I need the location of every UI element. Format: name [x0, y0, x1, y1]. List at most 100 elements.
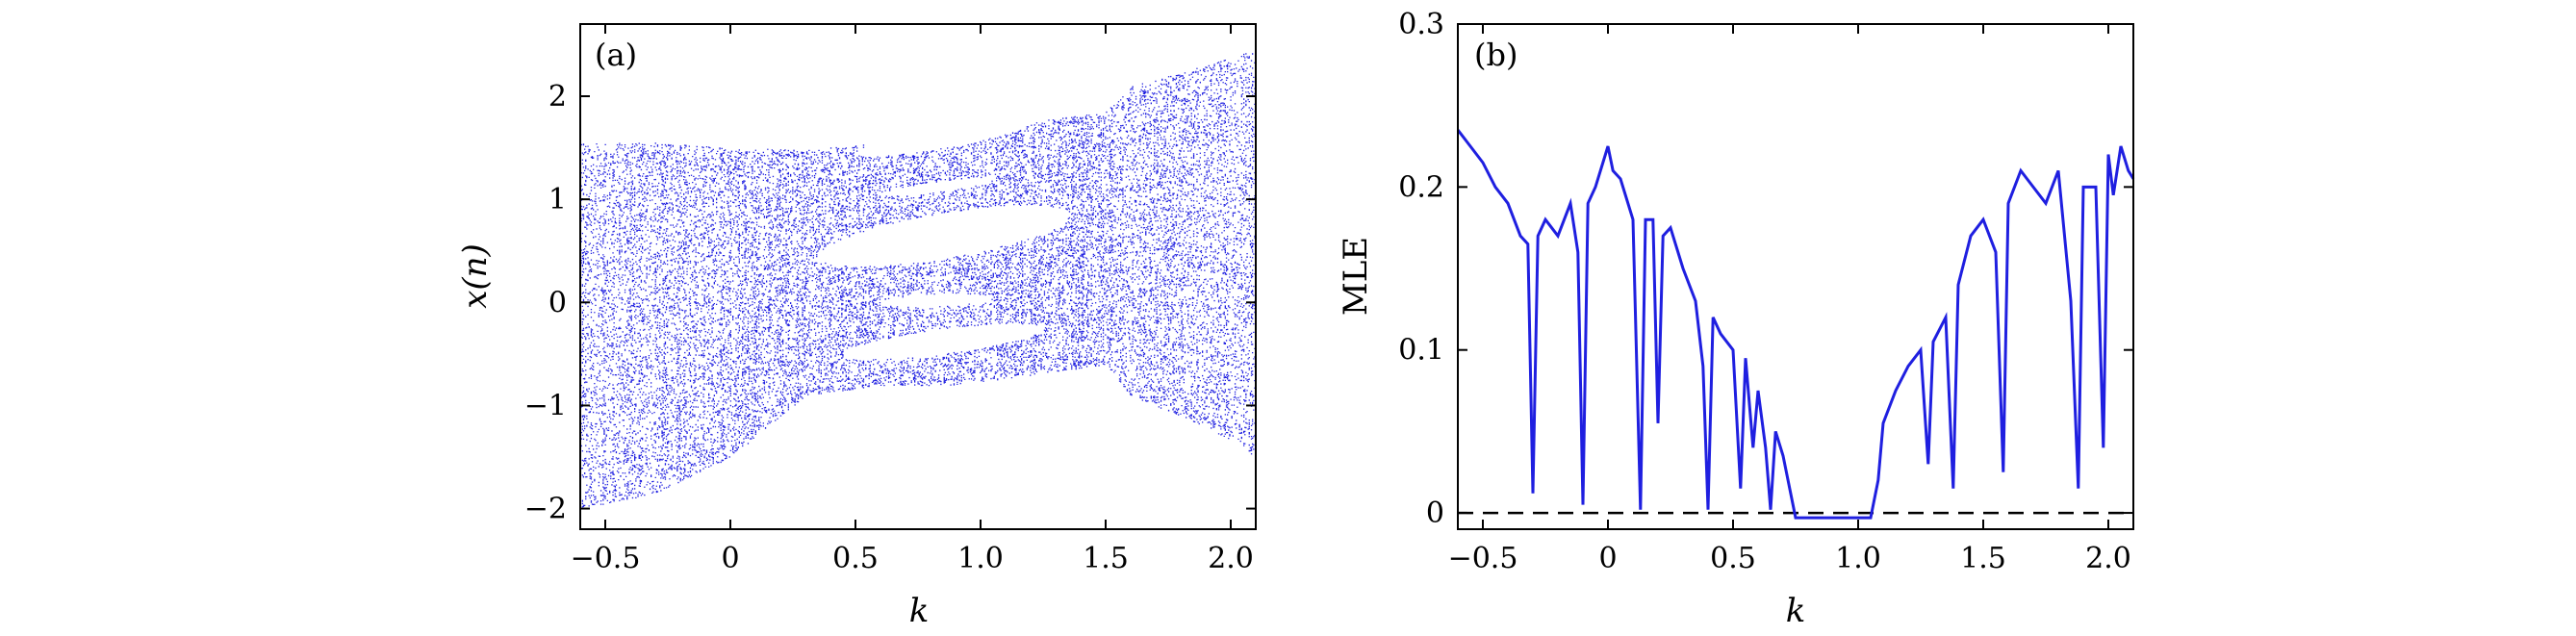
x-tick-label: 1.5 — [1960, 542, 2006, 575]
bifurcation-point-column — [733, 168, 735, 454]
bifurcation-point-column — [643, 148, 645, 472]
bifurcation-point-column — [1202, 92, 1204, 423]
bifurcation-point-column — [1033, 129, 1034, 373]
bifurcation-point-column — [741, 152, 743, 444]
bifurcation-point-column — [1048, 119, 1050, 370]
bifurcation-point-column — [818, 149, 820, 394]
bifurcation-point-column — [890, 159, 892, 383]
bifurcation-point-column — [1196, 67, 1198, 420]
bifurcation-point-column — [727, 151, 729, 443]
bifurcation-point-column — [996, 142, 998, 373]
bifurcation-point-column — [744, 157, 746, 430]
bifurcation-point-column — [1055, 121, 1057, 366]
bifurcation-point-column — [604, 143, 606, 499]
bifurcation-point-column — [916, 152, 918, 374]
bifurcation-point-column — [877, 156, 879, 383]
bifurcation-point-column — [689, 163, 692, 478]
mle-x-label: k — [1786, 592, 1806, 630]
bifurcation-point-column — [1241, 67, 1244, 388]
bifurcation-point-column — [1077, 119, 1080, 367]
mle-y-ticks: 0 0.1 0.2 0.3 — [1398, 8, 2133, 530]
bifurcation-point-column — [709, 147, 711, 461]
bifurcation-point-column — [719, 147, 721, 449]
bifurcation-point-column — [964, 166, 966, 380]
bifurcation-point-column — [838, 157, 841, 390]
bifurcation-point-column — [636, 144, 638, 478]
bifurcation-point-column — [1116, 104, 1118, 368]
bifurcation-point-column — [1114, 114, 1116, 371]
bifurcation-point-column — [1253, 76, 1255, 450]
bifurcation-point-column — [1050, 130, 1052, 371]
bifurcation-point-column — [802, 151, 803, 399]
bifurcation-point-column — [1216, 62, 1219, 419]
bifurcation-point-column — [762, 151, 764, 427]
bifurcation-point-column — [679, 145, 681, 482]
bifurcation-point-column — [764, 163, 767, 429]
bifurcation-point-column — [729, 152, 731, 451]
bifurcation-points — [580, 50, 1257, 508]
bifurcation-point-column — [1214, 104, 1216, 425]
bifurcation-point-column — [815, 161, 817, 390]
bifurcation-point-column — [1164, 79, 1166, 400]
bifurcation-point-column — [595, 177, 597, 499]
bifurcation-point-column — [614, 162, 616, 497]
bifurcation-point-column — [597, 146, 599, 502]
bifurcation-panel: −0.5 0 0.5 1.0 1.5 2.0 −2 −1 0 1 2 (a) k x(n) — [456, 23, 1257, 630]
bifurcation-point-column — [905, 155, 907, 382]
bifurcation-point-column — [732, 160, 734, 453]
bifurcation-point-column — [1229, 65, 1231, 437]
bifurcation-point-column — [631, 143, 634, 499]
bifurcation-point-column — [1043, 122, 1046, 370]
bifurcation-point-column — [629, 150, 631, 494]
bifurcation-point-column — [736, 168, 738, 451]
bifurcation-point-column — [717, 150, 719, 464]
bifurcation-point-column — [588, 148, 590, 507]
bifurcation-point-column — [1031, 124, 1033, 373]
bifurcation-point-column — [822, 151, 825, 383]
bifurcation-point-column — [1125, 114, 1127, 382]
bifurcation-point-column — [1096, 114, 1098, 365]
bifurcation-point-column — [1138, 136, 1140, 393]
bifurcation-point-column — [1149, 84, 1151, 391]
mle-frame — [1457, 23, 2134, 530]
bifurcation-point-column — [886, 157, 888, 372]
bifurcation-point-column — [748, 151, 751, 433]
bifurcation-point-column — [977, 144, 979, 366]
bifurcation-point-column — [1001, 140, 1003, 375]
x-tick-label: 1.5 — [1083, 542, 1129, 575]
bifurcation-point-column — [743, 154, 745, 443]
bifurcation-point-column — [747, 165, 750, 445]
bifurcation-point-column — [1102, 115, 1105, 365]
mle-y-label: MLE — [1337, 237, 1375, 316]
bifurcation-point-column — [1084, 132, 1085, 366]
bifurcation-point-column — [1038, 124, 1040, 367]
bifurcation-point-column — [960, 146, 962, 382]
bifurcation-point-column — [615, 149, 618, 497]
bifurcation-point-column — [826, 151, 828, 391]
bifurcation-point-column — [1046, 132, 1048, 358]
bifurcation-point-column — [972, 147, 974, 377]
x-tick-label: 0 — [721, 542, 739, 575]
bifurcation-point-column — [920, 155, 923, 387]
bifurcation-point-column — [833, 164, 835, 393]
bifurcation-point-column — [803, 152, 804, 377]
bifurcation-point-column — [1000, 137, 1002, 377]
bifurcation-point-column — [590, 156, 593, 503]
bifurcation-point-column — [1151, 92, 1154, 402]
bifurcation-point-column — [1109, 107, 1112, 371]
bifurcation-point-column — [1003, 141, 1006, 379]
bifurcation-point-column — [1030, 137, 1032, 376]
bifurcation-point-column — [1136, 103, 1138, 391]
bifurcation-point-column — [927, 152, 929, 374]
bifurcation-point-column — [997, 138, 999, 381]
bifurcation-point-column — [1137, 107, 1139, 393]
bifurcation-point-column — [1140, 89, 1142, 398]
bifurcation-point-column — [751, 165, 752, 440]
bifurcation-point-column — [1191, 71, 1194, 396]
bifurcation-point-column — [1237, 60, 1239, 440]
bifurcation-point-column — [829, 147, 832, 390]
bifurcation-point-column — [999, 136, 1001, 370]
bifurcation-point-column — [662, 153, 664, 479]
bifurcation-point-column — [1056, 132, 1058, 368]
bifurcation-point-column — [638, 142, 640, 494]
